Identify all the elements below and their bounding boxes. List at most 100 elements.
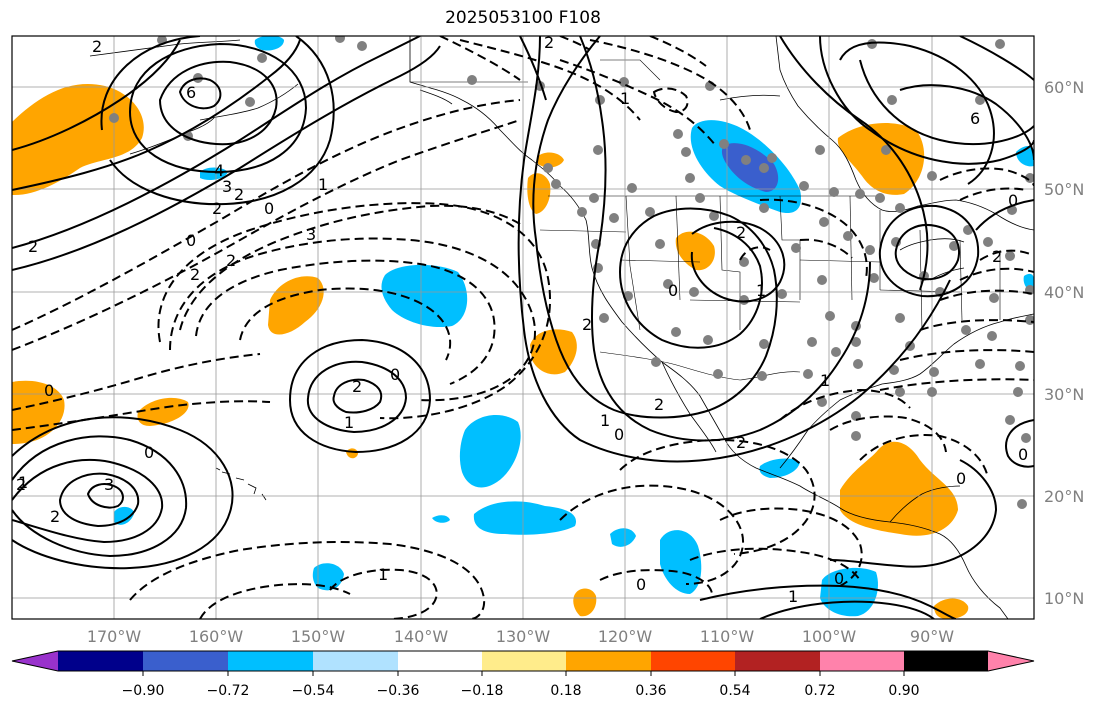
lat-tick-label: 10°N <box>1044 589 1084 608</box>
lat-tick-label: 40°N <box>1044 283 1084 302</box>
contour-label: 0 <box>44 381 54 400</box>
colorbar-low-extend <box>12 651 58 671</box>
solid-contours <box>12 36 1034 619</box>
contour-label: 2 <box>50 507 60 526</box>
contour-label: 1 <box>620 89 630 108</box>
lon-tick-label: 140°W <box>394 627 449 646</box>
lat-tick-label: 20°N <box>1044 487 1084 506</box>
negative-anomaly-patch <box>381 264 468 328</box>
colorbar-tick-label: 0.18 <box>550 683 581 699</box>
contour-label: 0 <box>834 569 844 588</box>
colorbar-tick-label: −0.18 <box>461 683 504 699</box>
lon-tick-label: 130°W <box>496 627 551 646</box>
dashed-contours <box>12 36 1034 619</box>
contour-label: 0 <box>1018 445 1028 464</box>
contour-label: 3 <box>104 475 114 494</box>
contour-label: 2 <box>234 185 244 204</box>
positive-anomaly-patch <box>538 152 564 168</box>
contour-label: 2 <box>190 265 200 284</box>
colorbar-tick-label: 0.72 <box>804 683 835 699</box>
contour-label: 0 <box>264 199 274 218</box>
negative-anomaly-patch <box>432 515 450 523</box>
lon-tick-label: 90°W <box>910 627 954 646</box>
negative-anomaly-patch <box>312 563 344 591</box>
negative-anomaly-patch <box>114 506 134 525</box>
colorbar-segment <box>228 651 313 671</box>
colorbar-segment <box>398 651 482 671</box>
negative-anomaly-patch <box>473 501 577 535</box>
lat-axis: 60°N 50°N 40°N 30°N 20°N 10°N <box>1044 78 1084 608</box>
lon-axis: 170°W 160°W 150°W 140°W 130°W 120°W 110°… <box>87 627 954 646</box>
colorbar-tick-label: −0.54 <box>292 683 335 699</box>
contour-label: 2 <box>736 223 746 242</box>
contour-label: 2 <box>226 251 236 270</box>
contour-label: 4 <box>214 161 224 180</box>
anomaly-shading <box>12 36 1034 619</box>
contour-label: 3 <box>222 177 232 196</box>
lon-tick-label: 100°W <box>802 627 857 646</box>
strong-negative-anomaly-patch <box>721 143 779 192</box>
contour-label: 3 <box>306 225 316 244</box>
contour-label: 2 <box>212 199 222 218</box>
lon-tick-label: 120°W <box>598 627 653 646</box>
lat-tick-label: 30°N <box>1044 385 1084 404</box>
colorbar-segment <box>651 651 735 671</box>
colorbar-segment <box>566 651 651 671</box>
colorbar-outline <box>11 650 1035 672</box>
contour-label: 0 <box>668 281 678 300</box>
lon-tick-label: 170°W <box>87 627 142 646</box>
positive-anomaly-patch <box>934 598 969 619</box>
contour-label: 1 <box>820 371 830 390</box>
lat-tick-label: 50°N <box>1044 180 1084 199</box>
contour-label: 2 <box>16 475 26 494</box>
negative-anomaly-patch <box>610 528 636 547</box>
contour-label: 1 <box>318 175 328 194</box>
colorbar-segment <box>143 651 228 671</box>
colorbar-segment <box>58 651 143 671</box>
contour-label: 2 <box>544 33 554 52</box>
lon-tick-label: 150°W <box>291 627 346 646</box>
contour-label: 0 <box>956 469 966 488</box>
colorbar-segment <box>482 651 566 671</box>
positive-anomaly-patch <box>840 441 958 536</box>
colorbar-segment <box>735 651 820 671</box>
contour-label: 1 <box>756 281 766 300</box>
contour-label: 6 <box>186 83 196 102</box>
colorbar-segment <box>904 651 988 671</box>
positive-anomaly-patch <box>837 123 925 195</box>
contour-label: 0 <box>1008 191 1018 210</box>
colorbar-tick-label: 0.90 <box>888 683 919 699</box>
contour-label: 0 <box>636 575 646 594</box>
lon-tick-label: 160°W <box>189 627 244 646</box>
negative-anomaly-patch <box>820 567 878 617</box>
colorbar-tick-label: 0.36 <box>635 683 666 699</box>
positive-anomaly-patch <box>137 397 189 426</box>
colorbar-tick-label: −0.36 <box>377 683 420 699</box>
contour-label: 6 <box>970 109 980 128</box>
positive-anomaly-patch <box>573 588 597 617</box>
colorbar-high-extend <box>988 651 1034 671</box>
colorbar-tick-label: −0.90 <box>122 683 165 699</box>
colorbar-segment <box>313 651 398 671</box>
contour-label: 2 <box>736 433 746 452</box>
positive-anomaly-patch <box>12 84 144 196</box>
contour-label: 2 <box>654 395 664 414</box>
positive-anomaly-patch <box>12 380 65 444</box>
contour-label: 0 <box>614 425 624 444</box>
negative-anomaly-patch <box>459 415 521 488</box>
contour-labels: 2 6 4 3 2 2 0 0 2 2 3 2 1 0 0 2 1 0 3 2 … <box>16 33 1028 606</box>
contour-label: 1 <box>378 565 388 584</box>
contour-label: 1 <box>344 413 354 432</box>
negative-anomaly-patch <box>254 36 284 51</box>
contour-label: 2 <box>92 37 102 56</box>
colorbar-segment <box>820 651 904 671</box>
contour-label: 1 <box>18 473 28 492</box>
map-frame <box>11 35 1035 620</box>
colorbar: −0.90 −0.72 −0.54 −0.36 −0.18 0.18 0.36 … <box>11 650 1035 699</box>
lon-tick-label: 110°W <box>700 627 755 646</box>
contour-label: 2 <box>582 315 592 334</box>
contour-label: 1 <box>600 411 610 430</box>
map-title: 2025053100 F108 <box>445 8 601 28</box>
contour-label: 0 <box>144 443 154 462</box>
